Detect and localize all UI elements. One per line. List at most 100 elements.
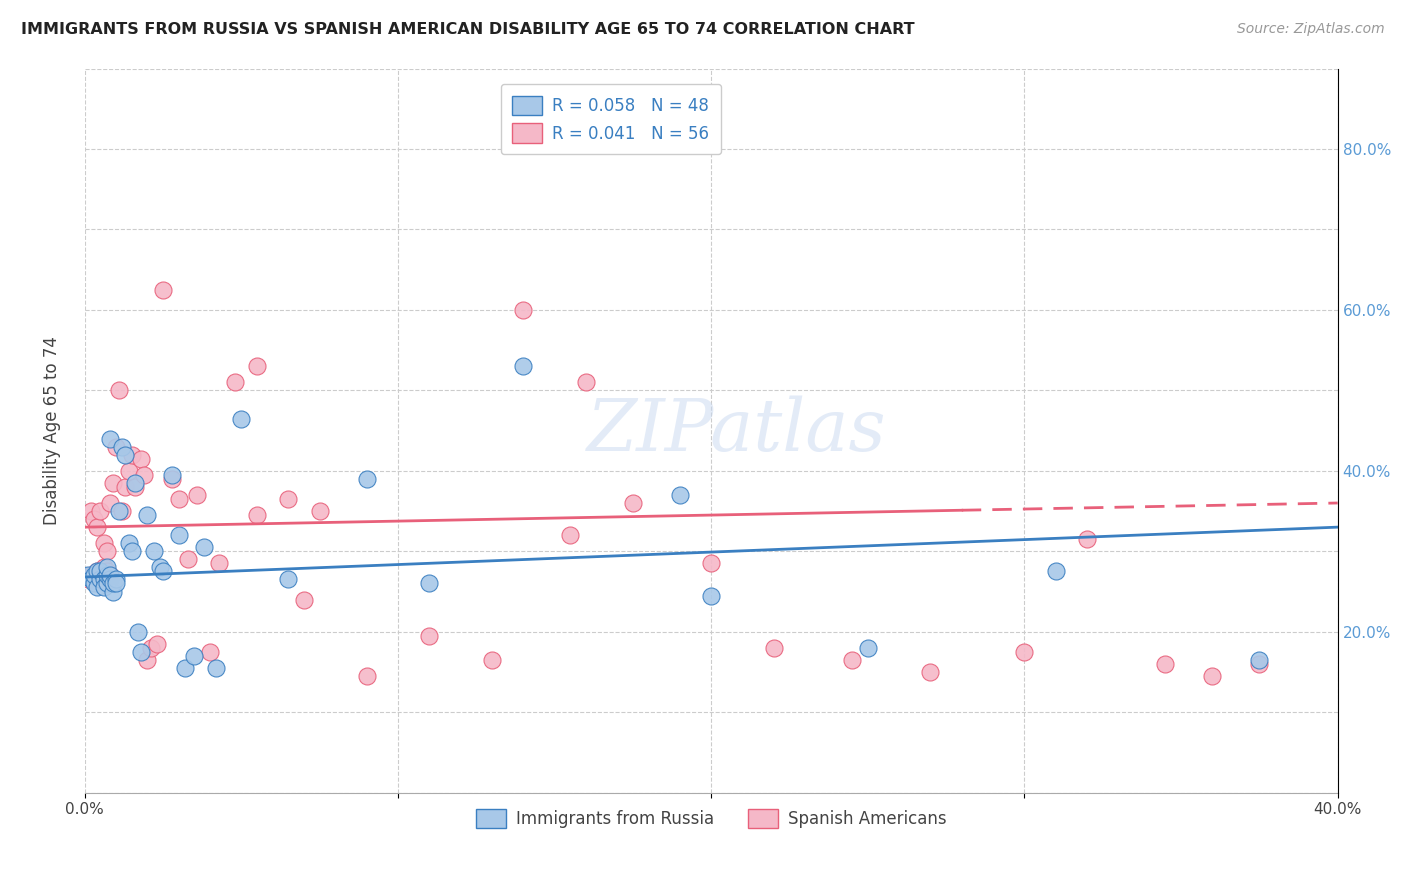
Point bbox=[418, 576, 440, 591]
Point bbox=[920, 665, 942, 679]
Point bbox=[1014, 645, 1036, 659]
Point bbox=[86, 581, 108, 595]
Point bbox=[246, 359, 269, 374]
Point bbox=[1045, 565, 1067, 579]
Point bbox=[356, 472, 378, 486]
Point bbox=[86, 520, 108, 534]
Point bbox=[98, 568, 121, 582]
Point bbox=[292, 592, 315, 607]
Point bbox=[621, 496, 644, 510]
Point bbox=[560, 528, 582, 542]
Point bbox=[108, 504, 131, 518]
Point bbox=[418, 629, 440, 643]
Point bbox=[105, 573, 128, 587]
Point bbox=[149, 560, 172, 574]
Point bbox=[121, 448, 143, 462]
Point bbox=[139, 640, 162, 655]
Point bbox=[167, 528, 190, 542]
Point bbox=[89, 565, 111, 579]
Point bbox=[208, 557, 231, 571]
Point bbox=[101, 576, 124, 591]
Legend: Immigrants from Russia, Spanish Americans: Immigrants from Russia, Spanish American… bbox=[470, 803, 953, 835]
Point bbox=[198, 645, 221, 659]
Point bbox=[124, 475, 146, 490]
Point bbox=[174, 661, 197, 675]
Point bbox=[80, 504, 103, 518]
Point bbox=[114, 448, 136, 462]
Point bbox=[762, 640, 785, 655]
Point bbox=[575, 376, 598, 390]
Point bbox=[93, 581, 115, 595]
Point bbox=[142, 544, 165, 558]
Point bbox=[80, 568, 103, 582]
Point bbox=[136, 508, 159, 522]
Point bbox=[114, 480, 136, 494]
Point bbox=[841, 653, 863, 667]
Point bbox=[105, 576, 128, 591]
Point bbox=[98, 496, 121, 510]
Point bbox=[146, 637, 169, 651]
Point bbox=[512, 359, 534, 374]
Point bbox=[193, 541, 215, 555]
Point bbox=[96, 568, 118, 582]
Point bbox=[127, 624, 149, 639]
Point bbox=[93, 536, 115, 550]
Point bbox=[136, 653, 159, 667]
Point bbox=[117, 536, 139, 550]
Point bbox=[224, 376, 246, 390]
Point bbox=[124, 480, 146, 494]
Point bbox=[152, 565, 174, 579]
Point bbox=[669, 488, 692, 502]
Point bbox=[101, 475, 124, 490]
Point bbox=[98, 573, 121, 587]
Point bbox=[89, 573, 111, 587]
Text: ZIPatlas: ZIPatlas bbox=[586, 395, 886, 466]
Point bbox=[481, 653, 503, 667]
Point bbox=[117, 464, 139, 478]
Point bbox=[1154, 657, 1177, 671]
Point bbox=[162, 467, 184, 482]
Point bbox=[308, 504, 330, 518]
Point bbox=[356, 669, 378, 683]
Point bbox=[121, 544, 143, 558]
Point bbox=[231, 411, 253, 425]
Point bbox=[98, 568, 121, 582]
Point bbox=[246, 508, 269, 522]
Point bbox=[108, 384, 131, 398]
Point bbox=[89, 504, 111, 518]
Point bbox=[162, 472, 184, 486]
Point bbox=[96, 544, 118, 558]
Y-axis label: Disability Age 65 to 74: Disability Age 65 to 74 bbox=[44, 336, 60, 525]
Point bbox=[1249, 657, 1271, 671]
Point bbox=[1249, 653, 1271, 667]
Point bbox=[205, 661, 228, 675]
Point bbox=[177, 552, 200, 566]
Point bbox=[83, 512, 105, 526]
Point bbox=[129, 451, 152, 466]
Point bbox=[700, 557, 723, 571]
Point bbox=[80, 573, 103, 587]
Point bbox=[93, 560, 115, 574]
Point bbox=[152, 283, 174, 297]
Point bbox=[129, 645, 152, 659]
Point bbox=[183, 648, 205, 663]
Point bbox=[134, 467, 156, 482]
Point bbox=[111, 504, 134, 518]
Point bbox=[98, 432, 121, 446]
Point bbox=[856, 640, 879, 655]
Point bbox=[111, 440, 134, 454]
Point bbox=[96, 565, 118, 579]
Point bbox=[83, 576, 105, 591]
Point bbox=[89, 573, 111, 587]
Point bbox=[96, 576, 118, 591]
Point bbox=[277, 491, 299, 506]
Text: IMMIGRANTS FROM RUSSIA VS SPANISH AMERICAN DISABILITY AGE 65 TO 74 CORRELATION C: IMMIGRANTS FROM RUSSIA VS SPANISH AMERIC… bbox=[21, 22, 915, 37]
Point bbox=[700, 589, 723, 603]
Point bbox=[512, 302, 534, 317]
Point bbox=[105, 440, 128, 454]
Point bbox=[167, 491, 190, 506]
Point bbox=[186, 488, 208, 502]
Point bbox=[1076, 532, 1098, 546]
Point bbox=[277, 573, 299, 587]
Point bbox=[86, 565, 108, 579]
